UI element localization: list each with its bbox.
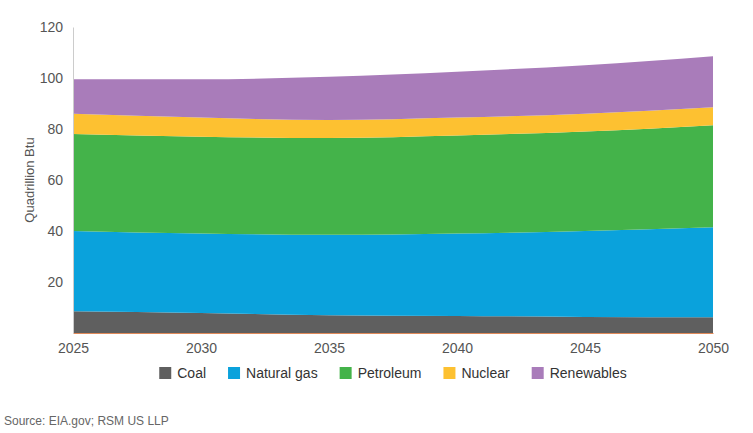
y-tick-label: 120 [40,19,64,35]
y-tick: 60 [47,172,73,188]
legend-swatch [228,367,240,379]
legend-label: Coal [177,365,206,381]
x-tick-label: 2050 [698,340,729,356]
x-tick: 2030 [186,333,217,356]
y-axis: 20 40 60 80 100 120 [40,19,74,334]
chart: 20252030203520402045205020406080100120Qu… [0,0,753,433]
area [73,56,713,120]
y-tick: 20 [47,274,73,290]
legend-swatch [159,367,171,379]
y-tick: 100 [40,70,73,86]
x-tick-label: 2030 [186,340,217,356]
x-tick: 2050 [698,333,729,356]
legend-item: Coal [159,365,206,381]
legend-label: Nuclear [461,365,510,381]
legend-label: Petroleum [358,365,422,381]
legend-label: Natural gas [246,365,318,381]
legend-item: Natural gas [228,365,318,381]
legend: Coal Natural gas Petroleum Nuclear Renewable… [159,365,627,381]
legend-swatch [340,367,352,379]
x-axis-line [74,333,714,334]
x-tick: 2035 [314,333,345,356]
plot: 20252030203520402045205020406080100120 [40,19,730,356]
x-tick: 2045 [570,333,601,356]
legend-item: Nuclear [443,365,510,381]
areas [73,56,713,333]
legend-swatch [443,367,455,379]
y-tick-label: 100 [40,70,64,86]
y-tick: 120 [40,19,73,35]
x-tick-label: 2045 [570,340,601,356]
x-tick: 2040 [442,333,473,356]
y-tick-label: 40 [47,223,63,239]
y-axis-line [73,28,74,334]
y-tick: 40 [47,223,73,239]
x-axis: 2025 2030 2035 2040 2045 2050 [58,333,729,356]
x-tick: 2025 [58,333,89,356]
area [73,125,713,235]
y-tick-label: 20 [47,274,63,290]
x-tick-label: 2035 [314,340,345,356]
legend-item: Petroleum [340,365,422,381]
legend-swatch [532,367,544,379]
legend-item: Renewables [532,365,627,381]
area [73,227,713,317]
x-tick-label: 2025 [58,340,89,356]
y-tick: 80 [47,121,73,137]
y-axis-title: Quadrillion Btu [22,137,37,222]
source: Source: EIA.gov; RSM US LLP [4,414,169,428]
x-tick-label: 2040 [442,340,473,356]
y-tick-label: 80 [47,121,63,137]
legend-label: Renewables [550,365,627,381]
y-tick-label: 60 [47,172,63,188]
